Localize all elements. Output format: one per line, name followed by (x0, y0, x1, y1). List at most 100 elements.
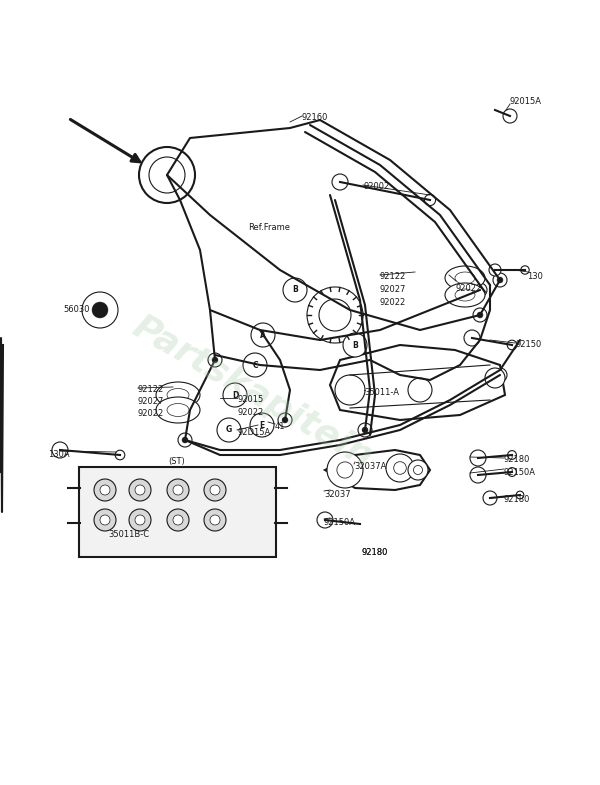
Circle shape (92, 302, 108, 318)
Circle shape (129, 479, 151, 501)
Text: 92027: 92027 (380, 285, 406, 294)
Circle shape (283, 278, 307, 302)
Circle shape (178, 433, 192, 447)
Circle shape (94, 509, 116, 531)
Circle shape (386, 454, 414, 482)
FancyBboxPatch shape (79, 467, 276, 557)
Circle shape (210, 485, 220, 495)
Text: D: D (232, 390, 238, 400)
Circle shape (483, 491, 497, 505)
Circle shape (470, 450, 486, 466)
Circle shape (473, 308, 487, 322)
Circle shape (521, 266, 529, 274)
Text: G: G (226, 425, 232, 435)
Circle shape (82, 292, 118, 328)
Text: 92180: 92180 (362, 548, 388, 557)
Text: 92122: 92122 (138, 385, 164, 394)
Circle shape (473, 283, 487, 297)
Circle shape (100, 515, 110, 525)
Circle shape (447, 397, 453, 403)
Text: 92022: 92022 (380, 298, 406, 307)
Text: 92150A: 92150A (504, 468, 536, 477)
Circle shape (507, 340, 517, 350)
Circle shape (167, 509, 189, 531)
Text: B: B (292, 286, 298, 294)
Circle shape (358, 423, 372, 437)
Circle shape (343, 333, 367, 357)
Circle shape (250, 413, 274, 437)
Circle shape (497, 372, 503, 378)
Text: C: C (252, 360, 258, 370)
Text: 92015: 92015 (237, 395, 263, 404)
Circle shape (135, 485, 145, 495)
Text: 130: 130 (527, 272, 543, 281)
Circle shape (182, 437, 188, 443)
Circle shape (424, 195, 436, 206)
Circle shape (204, 479, 226, 501)
Text: (ST): (ST) (168, 457, 185, 466)
Circle shape (508, 451, 517, 459)
Circle shape (335, 375, 365, 405)
Text: 92150A: 92150A (324, 518, 356, 527)
Circle shape (100, 485, 110, 495)
Circle shape (408, 460, 428, 480)
Text: 92180: 92180 (362, 548, 388, 557)
Circle shape (135, 515, 145, 525)
Circle shape (443, 393, 457, 407)
Circle shape (94, 479, 116, 501)
Circle shape (464, 330, 480, 346)
Text: 92027: 92027 (138, 397, 164, 406)
Text: 92022: 92022 (138, 409, 164, 418)
Circle shape (367, 387, 373, 393)
Text: 35011B-C: 35011B-C (108, 530, 149, 539)
Text: 92160: 92160 (302, 113, 328, 122)
Circle shape (493, 368, 507, 382)
Text: 92D15A: 92D15A (237, 428, 270, 437)
Circle shape (489, 264, 501, 276)
Circle shape (477, 312, 483, 318)
Circle shape (278, 413, 292, 427)
Circle shape (497, 277, 503, 283)
Circle shape (408, 378, 432, 402)
Circle shape (208, 353, 222, 367)
Text: E: E (259, 421, 265, 429)
Text: 32037A: 32037A (354, 462, 386, 471)
Text: 92180: 92180 (504, 495, 530, 504)
Circle shape (485, 368, 505, 388)
Text: B: B (352, 341, 358, 349)
Polygon shape (325, 450, 430, 490)
Text: Ref.Frame: Ref.Frame (248, 223, 290, 232)
Circle shape (167, 479, 189, 501)
Text: 92180: 92180 (504, 455, 530, 464)
Circle shape (217, 418, 241, 442)
Circle shape (129, 509, 151, 531)
Text: 41: 41 (275, 422, 286, 431)
Circle shape (362, 427, 368, 433)
Text: 92150: 92150 (515, 340, 541, 349)
Text: 56030: 56030 (63, 305, 89, 314)
Circle shape (251, 323, 275, 347)
Circle shape (327, 452, 363, 488)
Circle shape (317, 512, 333, 528)
Text: Partskapitein: Partskapitein (126, 310, 378, 475)
Polygon shape (330, 345, 505, 420)
Ellipse shape (445, 283, 485, 307)
Text: A: A (260, 330, 266, 339)
Circle shape (52, 442, 68, 458)
Circle shape (470, 467, 486, 483)
Ellipse shape (156, 382, 200, 408)
Text: 92122: 92122 (380, 272, 406, 281)
Circle shape (477, 287, 483, 293)
Text: 92022: 92022 (237, 408, 263, 417)
Circle shape (493, 273, 507, 287)
Ellipse shape (156, 397, 200, 423)
Circle shape (204, 509, 226, 531)
Circle shape (115, 451, 125, 460)
Circle shape (282, 417, 288, 423)
Circle shape (516, 491, 524, 498)
Ellipse shape (445, 266, 485, 290)
Circle shape (223, 383, 247, 407)
Text: 92015A: 92015A (510, 97, 542, 106)
Text: 92022: 92022 (456, 284, 482, 293)
Circle shape (212, 357, 218, 363)
